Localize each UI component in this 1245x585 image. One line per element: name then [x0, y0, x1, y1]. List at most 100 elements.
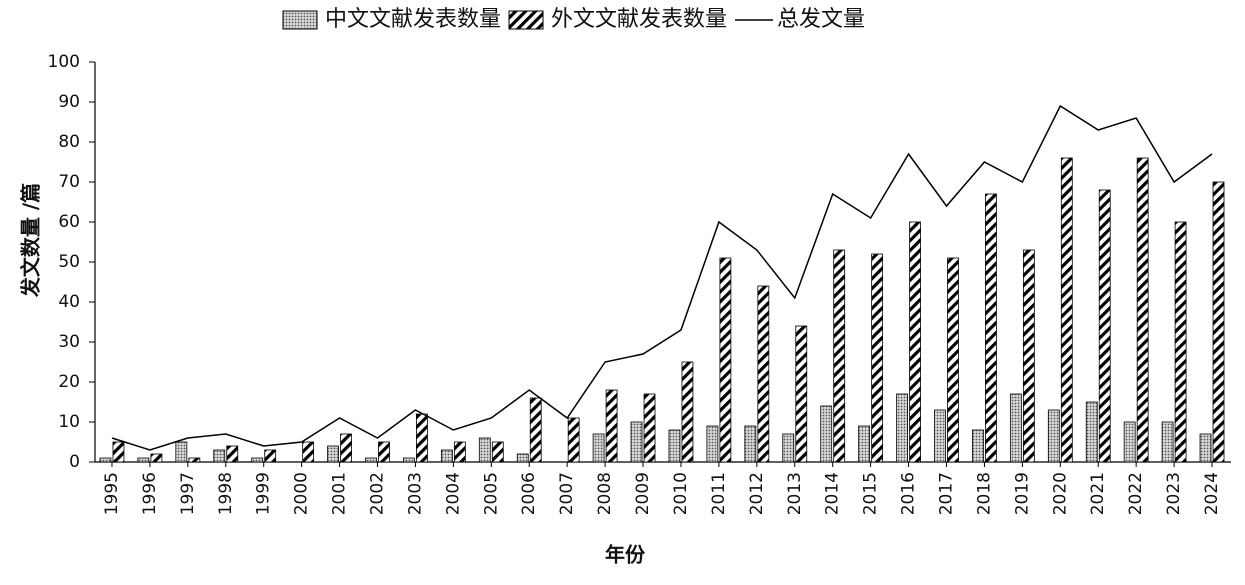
bar [112, 441, 125, 463]
bar [1085, 401, 1098, 463]
x-tick-label: 1995 [102, 472, 122, 515]
x-tick-label: 2019 [1012, 472, 1032, 515]
bar [1161, 421, 1174, 463]
x-tick-label: 2018 [974, 472, 994, 515]
bar [150, 453, 163, 463]
bar [871, 253, 884, 463]
bar [630, 421, 643, 463]
bar [605, 389, 618, 463]
y-tick-label: 30 [58, 332, 80, 352]
bar [896, 393, 908, 463]
x-tick-label: 2008 [595, 472, 615, 515]
x-tick-label: 1997 [178, 472, 198, 515]
x-tick-label: 2002 [368, 472, 388, 515]
legend-label: 外文文献发表数量 [551, 7, 727, 32]
bar [1060, 157, 1073, 463]
bar [302, 441, 315, 463]
x-tick-label: 2020 [1050, 472, 1070, 515]
x-tick-label: 2021 [1088, 472, 1108, 515]
y-axis-title: 发文数量 /篇 [19, 183, 43, 298]
x-tick-label: 2016 [899, 472, 919, 515]
y-tick-label: 50 [58, 252, 80, 272]
bar [681, 361, 694, 463]
bar [833, 249, 846, 463]
legend-label: 总发文量 [777, 7, 865, 32]
x-tick-label: 2015 [861, 472, 881, 515]
bar [744, 425, 757, 463]
bar [567, 417, 580, 463]
x-tick-label: 2013 [785, 472, 805, 515]
x-tick-label: 2022 [1126, 472, 1146, 515]
x-tick-label: 2000 [292, 472, 312, 515]
x-tick-label: 1999 [254, 472, 274, 515]
bar [934, 409, 946, 463]
x-tick-label: 2017 [937, 472, 957, 515]
bar [137, 457, 150, 463]
bar [719, 257, 732, 463]
x-tick-label: 1998 [216, 472, 236, 515]
bar [757, 285, 770, 463]
bar [478, 437, 491, 463]
legend-swatch [282, 10, 318, 30]
bar [403, 457, 415, 463]
bar [1047, 409, 1060, 463]
bar [972, 429, 984, 463]
bar [378, 441, 390, 463]
bar [188, 457, 201, 463]
bar [491, 441, 504, 463]
y-tick-label: 20 [58, 372, 80, 392]
line [111, 104, 1213, 451]
x-tick-label: 1996 [140, 472, 160, 515]
bar [1212, 181, 1225, 463]
bar [820, 405, 833, 463]
bar [251, 457, 264, 463]
y-tick-label: 100 [48, 52, 80, 72]
bar [529, 397, 542, 463]
bar [1098, 189, 1111, 463]
bar [264, 449, 277, 463]
bar [668, 429, 681, 463]
bar [795, 325, 808, 463]
x-tick-label: 2007 [557, 472, 577, 515]
bar [706, 425, 719, 463]
y-tick-label: 0 [69, 452, 80, 472]
bar [416, 413, 428, 463]
x-tick-label: 2014 [823, 472, 843, 515]
legend-swatch [508, 10, 544, 30]
x-tick-label: 2024 [1202, 472, 1222, 515]
bar [858, 425, 871, 463]
bar [516, 453, 529, 463]
y-tick-label: 70 [58, 172, 80, 192]
x-tick-label: 2004 [443, 472, 463, 515]
x-tick-label: 2023 [1164, 472, 1184, 515]
y-tick-label: 60 [58, 212, 80, 232]
bar [226, 445, 239, 463]
bar [1009, 393, 1022, 463]
y-tick-label: 40 [58, 292, 80, 312]
bar [99, 457, 112, 463]
x-tick-label: 2001 [330, 472, 350, 515]
bar [1199, 433, 1212, 463]
x-tick-label: 2006 [519, 472, 539, 515]
legend-label: 中文文献发表数量 [325, 7, 501, 32]
bar [1136, 157, 1149, 463]
x-tick-label: 2010 [671, 472, 691, 515]
bar [453, 441, 466, 463]
y-tick-label: 90 [58, 92, 80, 112]
bar [327, 445, 339, 463]
bar [365, 457, 377, 463]
x-tick-label: 2011 [709, 472, 729, 515]
bar [985, 193, 997, 463]
x-tick-label: 2003 [405, 472, 425, 515]
y-tick-label: 10 [58, 412, 80, 432]
bar [213, 449, 226, 463]
bar [592, 433, 605, 463]
bar [1123, 421, 1136, 463]
bar [947, 257, 959, 463]
bar [782, 433, 795, 463]
bar [909, 221, 921, 463]
bar [1174, 221, 1187, 463]
x-axis-title: 年份 [605, 543, 646, 567]
x-tick-label: 2009 [633, 472, 653, 515]
